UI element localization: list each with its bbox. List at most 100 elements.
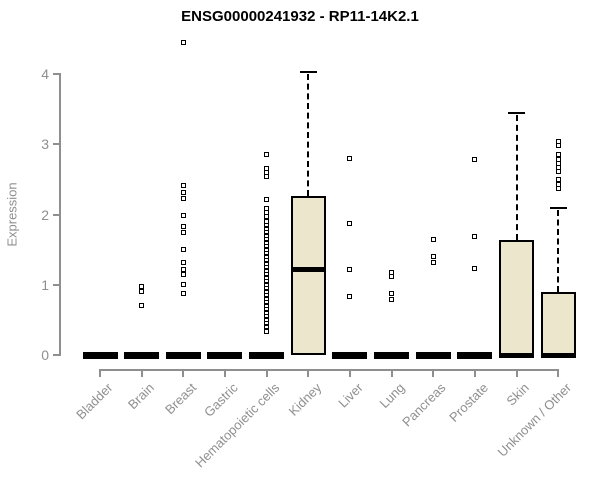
outlier-point <box>264 152 270 158</box>
whisker-line <box>515 115 518 240</box>
outlier-point <box>264 282 270 288</box>
outlier-point <box>180 260 186 266</box>
x-axis-tick <box>99 370 101 377</box>
outlier-point <box>139 288 145 294</box>
x-axis-tick <box>473 370 476 377</box>
x-axis-line <box>99 368 560 371</box>
x-axis-tick <box>140 370 143 377</box>
whisker-line <box>307 73 310 196</box>
collapsed-box <box>374 351 410 359</box>
box <box>540 291 576 355</box>
x-tick-label: Liver <box>335 380 366 411</box>
chart-title: ENSG00000241932 - RP11-14K2.1 <box>181 8 419 25</box>
y-axis-tick <box>53 283 59 286</box>
x-axis-tick <box>223 370 226 377</box>
outlier-point <box>139 303 145 309</box>
outlier-point <box>472 157 478 163</box>
y-tick-label: 2 <box>41 206 49 223</box>
outlier-point <box>555 169 561 175</box>
x-tick-label: Unknown / Other <box>494 380 574 460</box>
outlier-point <box>264 229 270 235</box>
outlier-point <box>430 260 436 266</box>
collapsed-box <box>165 351 201 359</box>
median-line <box>499 352 535 358</box>
outlier-point <box>180 195 186 201</box>
outlier-point <box>264 247 270 253</box>
outlier-point <box>180 247 186 253</box>
outlier-point <box>180 183 186 189</box>
outlier-point <box>389 297 395 302</box>
x-axis-tick <box>265 370 268 377</box>
outlier-point <box>180 271 186 277</box>
collapsed-box <box>82 351 118 359</box>
outlier-point <box>180 291 186 297</box>
collapsed-box <box>332 351 368 359</box>
box <box>290 195 326 355</box>
outlier-point <box>430 254 436 260</box>
x-axis-tick <box>515 370 518 377</box>
outlier-point <box>389 290 395 296</box>
y-axis-tick <box>53 354 59 356</box>
outlier-point <box>347 294 353 300</box>
x-axis-tick <box>432 370 435 377</box>
x-axis-tick <box>182 370 185 377</box>
whisker-cap <box>299 70 317 73</box>
outlier-point <box>472 266 478 272</box>
y-tick-label: 4 <box>41 66 49 82</box>
outlier-point <box>180 223 186 229</box>
y-axis-tick <box>53 213 59 216</box>
outlier-point <box>264 299 270 305</box>
x-tick-label: Lung <box>376 380 408 412</box>
x-tick-label: Kidney <box>285 380 324 419</box>
outlier-point <box>139 283 145 289</box>
x-axis-tick <box>348 370 351 377</box>
y-axis-line <box>59 73 61 356</box>
whisker-line <box>557 210 560 292</box>
outlier-point <box>264 196 270 202</box>
whisker-cap <box>549 207 567 210</box>
outlier-point <box>472 234 478 240</box>
x-axis-tick <box>307 370 310 377</box>
x-tick-label: Bladder <box>73 380 116 423</box>
outlier-point <box>180 230 186 236</box>
outlier-point <box>180 212 186 218</box>
collapsed-box <box>415 351 451 359</box>
median-line <box>540 352 576 358</box>
outlier-point <box>347 267 353 273</box>
outlier-point <box>389 273 395 279</box>
outlier-point <box>180 189 186 195</box>
box <box>499 239 535 355</box>
outlier-point <box>555 143 561 149</box>
x-tick-label: Gastric <box>200 380 241 420</box>
outlier-point <box>264 328 270 334</box>
median-line <box>290 266 326 272</box>
outlier-point <box>430 236 436 242</box>
y-tick-label: 0 <box>41 347 49 363</box>
outlier-point <box>264 214 270 220</box>
outlier-point <box>264 174 270 180</box>
outlier-point <box>264 317 270 323</box>
x-axis-tick <box>557 370 560 377</box>
x-tick-label: Breast <box>161 380 199 418</box>
y-tick-label: 1 <box>41 276 49 293</box>
outlier-point <box>180 39 186 45</box>
collapsed-box <box>207 351 243 359</box>
y-axis-tick <box>53 73 59 75</box>
y-tick-label: 3 <box>41 136 49 153</box>
collapsed-box <box>249 351 285 359</box>
outlier-point <box>264 264 270 270</box>
x-tick-label: Pancreas <box>399 380 449 430</box>
y-axis-tick <box>53 143 59 146</box>
whisker-cap <box>508 112 526 115</box>
outlier-point <box>180 266 186 272</box>
outlier-point <box>555 186 561 191</box>
x-tick-label: Skin <box>503 380 533 409</box>
collapsed-box <box>124 351 160 359</box>
x-tick-label: Prostate <box>445 380 491 425</box>
x-axis-tick <box>390 370 393 377</box>
outlier-point <box>347 155 353 161</box>
outlier-point <box>347 221 353 227</box>
outlier-point <box>180 282 186 288</box>
collapsed-box <box>457 351 493 359</box>
